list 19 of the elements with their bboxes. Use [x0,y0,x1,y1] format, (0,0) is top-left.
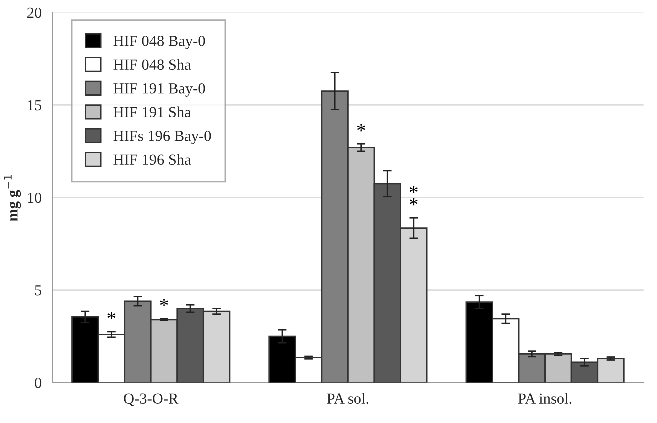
y-tick-label: 10 [28,192,42,204]
y-tick-label: 20 [28,8,42,18]
data-label: * [160,299,168,306]
x-tick-label: PA sol. [327,393,369,404]
x-tick-label: Q-3-O-R [124,394,179,406]
y-tick-label: 15 [28,100,42,111]
data-label: * * [410,186,418,206]
legend-label: HIF 048 Bay-0 [114,36,206,50]
y-tick-label: 0 [35,378,42,388]
legend-label: HIFs 196 Bay-0 [114,130,212,144]
legend-label: HIF 191 Sha [114,106,192,118]
y-tick-label: 5 [35,286,42,296]
legend-label: HIF 048 Sha [114,59,192,70]
data-label: * [108,312,116,320]
x-tick-label: PA insol. [518,393,572,404]
legend-label: HIF 191 Bay-0 [114,83,206,97]
y-axis-title: mg g$^{−1}$ [4,175,22,222]
data-label: * [357,124,366,132]
legend-label: HIF 196 Sha [114,154,192,166]
